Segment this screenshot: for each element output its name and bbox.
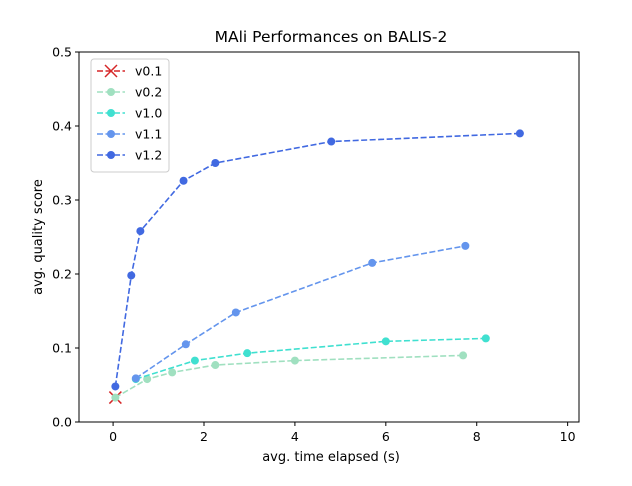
data-point	[381, 337, 390, 346]
y-axis: 0.0 0.1 0.2 0.3 0.4 0.5	[52, 45, 79, 430]
data-point	[168, 368, 177, 377]
y-tick-label: 0.5	[52, 45, 72, 60]
data-point	[243, 349, 252, 358]
x-tick-label: 4	[291, 429, 299, 444]
data-point	[515, 129, 524, 138]
data-point	[181, 340, 190, 349]
data-point	[211, 159, 220, 167]
data-point	[190, 356, 199, 365]
y-tick-label: 0.1	[52, 341, 72, 356]
legend-label: v1.2	[135, 148, 162, 163]
data-point	[368, 258, 377, 267]
legend-label: v0.2	[135, 85, 162, 100]
y-tick-label: 0.0	[52, 415, 72, 430]
legend-item-v0.2: v0.2	[97, 85, 162, 100]
series-v1.2	[111, 129, 524, 391]
x-tick-label: 0	[109, 429, 117, 444]
legend-marker	[107, 130, 115, 138]
series-line	[135, 245, 466, 380]
data-point	[131, 374, 140, 383]
legend-item-v1.1: v1.1	[97, 127, 162, 142]
data-point	[211, 361, 220, 370]
legend-label: v1.1	[135, 127, 162, 142]
data-point	[290, 356, 299, 365]
series-line	[114, 354, 464, 399]
x-tick-label: 6	[382, 429, 390, 444]
data-point	[179, 176, 188, 185]
y-tick-label: 0.2	[52, 267, 72, 282]
x-tick-label: 2	[200, 429, 208, 444]
y-axis-label: avg. quality score	[31, 179, 46, 295]
legend-item-v1.0: v1.0	[97, 106, 162, 121]
legend-marker	[107, 109, 115, 117]
legend-box	[90, 58, 170, 173]
data-point	[111, 393, 120, 402]
x-tick-label: 10	[560, 429, 576, 444]
y-tick-label: 0.4	[52, 119, 72, 134]
data-point	[481, 334, 490, 343]
data-point	[461, 241, 470, 250]
x-axis: 0 2 4 6 8 10	[109, 422, 576, 444]
series-v0.2	[111, 351, 468, 402]
data-point	[327, 137, 336, 146]
legend-marker	[104, 64, 118, 78]
legend-label: v1.0	[135, 106, 162, 121]
data-point	[127, 271, 136, 280]
data-point	[459, 351, 468, 360]
series-v1.1	[131, 241, 470, 383]
series-line	[114, 132, 520, 387]
x-axis-label: avg. time elapsed (s)	[262, 450, 400, 465]
legend-marker	[107, 88, 115, 96]
chart-title: MAli Performances on BALIS-2	[215, 28, 448, 46]
data-point	[136, 227, 145, 236]
legend-item-v1.2: v1.2	[97, 148, 162, 163]
y-tick-label: 0.3	[52, 193, 72, 208]
legend-label: v0.1	[135, 64, 162, 79]
x-tick-label: 8	[473, 429, 481, 444]
data-point	[231, 308, 240, 317]
data-point	[143, 375, 152, 384]
legend: v0.1 v0.2 v1.0 v1.1 v1.2	[90, 58, 170, 173]
legend-marker	[107, 151, 115, 159]
series-layer	[108, 129, 524, 405]
plot-frame	[78, 51, 580, 423]
legend-item-v0.1: v0.1	[97, 64, 162, 79]
data-point	[111, 382, 120, 391]
